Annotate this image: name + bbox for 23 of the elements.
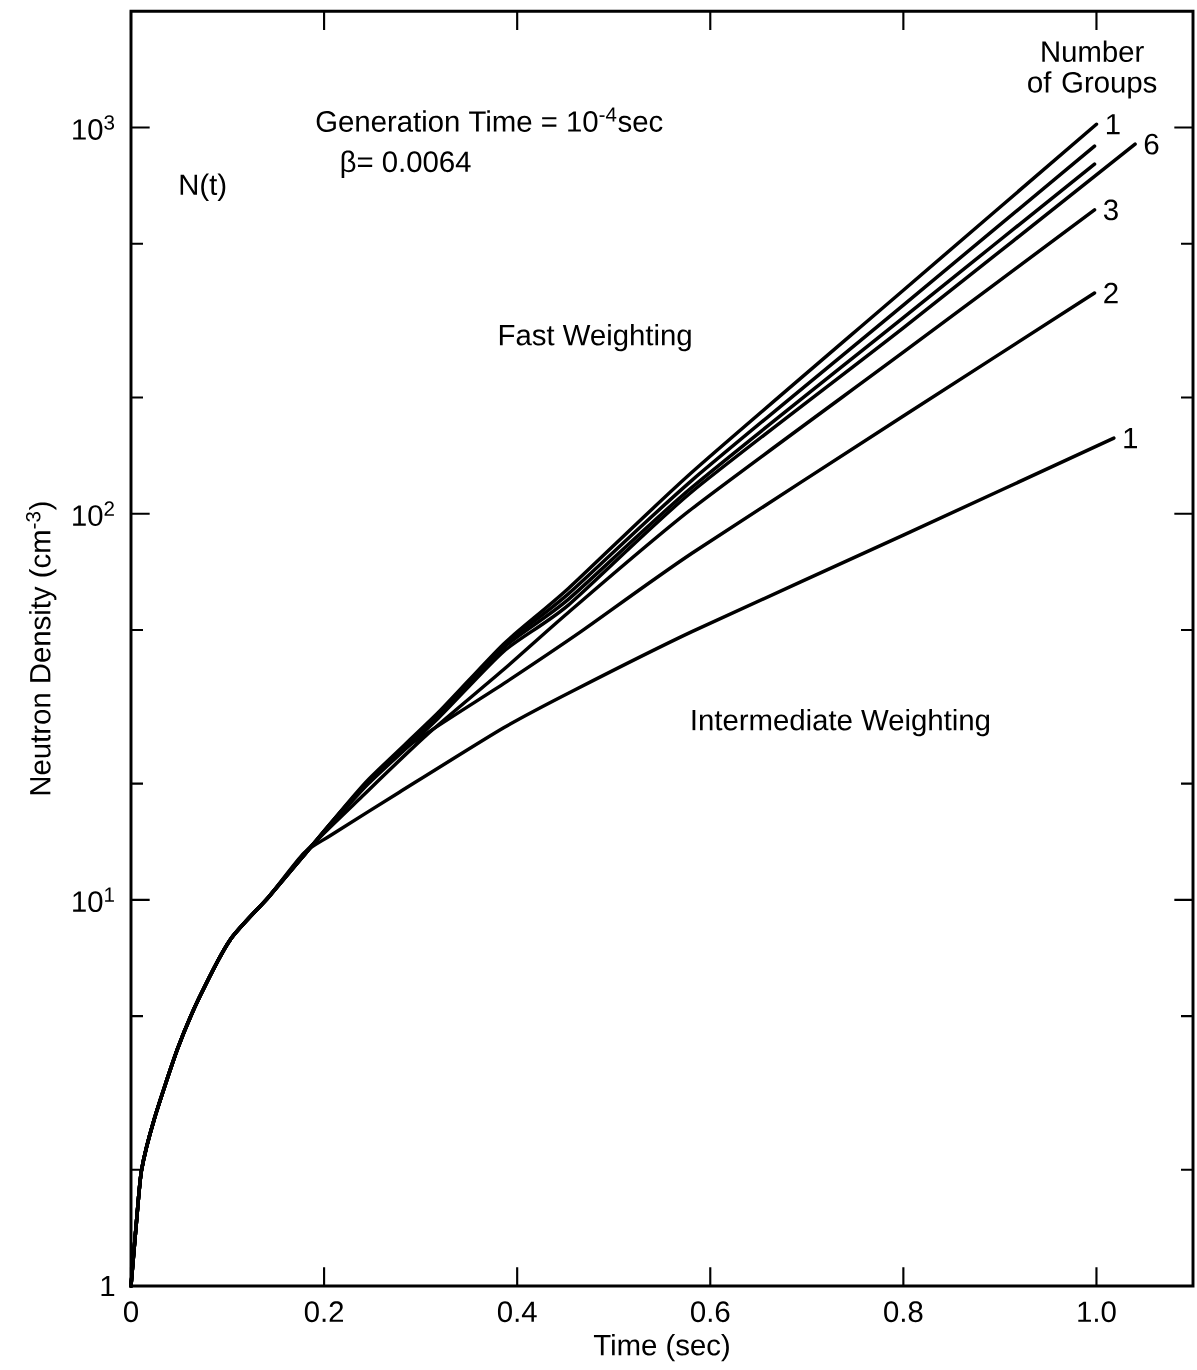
series-label: 1 (1124, 427, 1137, 449)
y-tick-label: 10$^{1}$ (73, 887, 114, 913)
annotation: N(t) (180, 173, 226, 201)
legend-title: Number of Groups (1028, 40, 1157, 99)
y-tick-label: 10$^{3}$ (73, 115, 115, 140)
series-label: 6 (1144, 133, 1159, 155)
series-label: 2 (1104, 282, 1118, 304)
x-tick-label: 0.6 (691, 1301, 730, 1323)
annotation: Generation Time = 10$^{-4}$sec (316, 107, 663, 132)
x-tick-label: 0.8 (884, 1301, 923, 1323)
x-tick-label: 1.0 (1078, 1301, 1116, 1323)
annotation: β= 0.0064 (341, 150, 471, 178)
x-tick-label: 0 (123, 1301, 138, 1323)
x-tick-label: 0.2 (304, 1301, 344, 1323)
y-axis-title: Neutron Density (cm$^{-3}$) (25, 502, 57, 795)
x-axis-title: Time (sec) (593, 1333, 729, 1362)
y-tick-label: 1 (101, 1275, 115, 1297)
series-label: 3 (1103, 199, 1118, 221)
annotation: Intermediate Weighting (692, 708, 990, 737)
x-tick-label: 0.4 (497, 1301, 537, 1323)
annotation: Fast Weighting (499, 323, 691, 352)
y-tick-label: 10$^{2}$ (73, 501, 114, 527)
legend-label: 1 (1106, 114, 1120, 135)
